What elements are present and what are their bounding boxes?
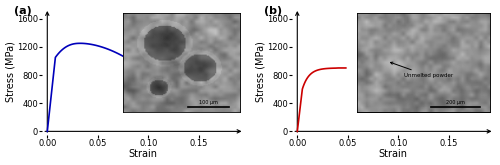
Y-axis label: Stress (MPa): Stress (MPa) [6,41,16,102]
X-axis label: Strain: Strain [379,149,408,159]
Text: (b): (b) [264,6,282,16]
Y-axis label: Stress (MPa): Stress (MPa) [256,41,266,102]
X-axis label: Strain: Strain [129,149,158,159]
Text: (a): (a) [14,6,32,16]
